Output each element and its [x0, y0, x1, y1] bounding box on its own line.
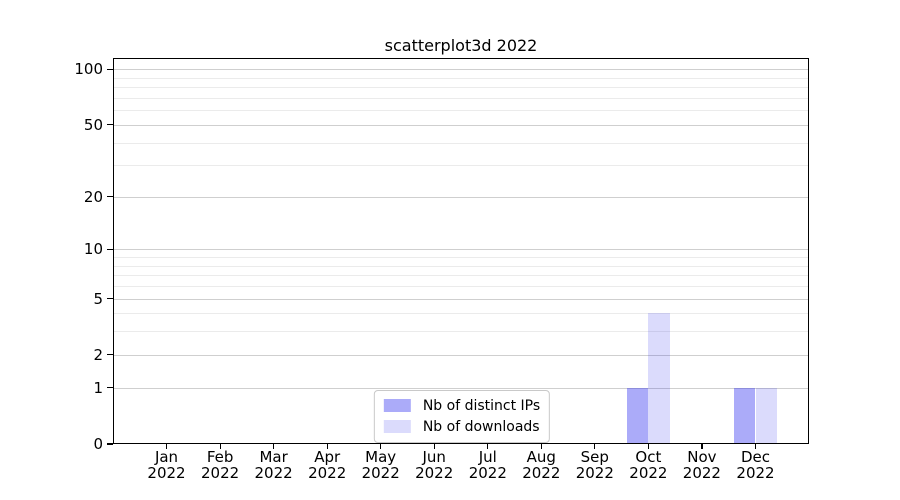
y-tick-label-50: 50 [83, 115, 103, 134]
x-tick-month: Jan [154, 448, 179, 466]
legend-swatch-distinct-ips-icon [383, 399, 411, 412]
x-tick-year: 2022 [415, 464, 454, 482]
legend: Nb of distinct IPs Nb of downloads [373, 390, 551, 443]
x-tick-label-feb: Feb 2022 [188, 449, 252, 481]
gridline-major-20 [113, 196, 809, 198]
legend-label-downloads: Nb of downloads [422, 418, 540, 435]
x-tick-label-aug: Aug 2022 [509, 449, 573, 481]
x-tick-month: Mar [259, 448, 288, 466]
legend-swatch-downloads-icon [383, 420, 411, 433]
gridline-minor-80 [113, 87, 809, 89]
x-tick-mark-aug [540, 444, 542, 449]
y-tick-label-5: 5 [93, 289, 103, 308]
gridline-major-1 [113, 387, 809, 389]
x-tick-month: May [365, 448, 397, 466]
gridline-minor-9 [113, 257, 809, 258]
x-tick-mark-oct [647, 444, 650, 449]
y-tick-mark-1 [107, 387, 113, 389]
x-tick-year: 2022 [682, 464, 721, 482]
gridline-minor-60 [113, 110, 809, 112]
legend-item-downloads: Nb of downloads [383, 417, 540, 436]
y-tick-mark-10 [107, 248, 113, 250]
x-tick-year: 2022 [468, 464, 507, 482]
y-tick-label-100: 100 [74, 60, 103, 79]
x-tick-year: 2022 [147, 464, 186, 482]
x-tick-label-nov: Nov 2022 [670, 449, 734, 481]
y-tick-label-2: 2 [93, 345, 103, 364]
gridline-minor-3 [113, 331, 809, 333]
x-tick-year: 2022 [308, 464, 347, 482]
gridline-minor-7 [113, 275, 809, 277]
y-tick-mark-50 [107, 124, 113, 126]
x-tick-year: 2022 [736, 464, 775, 482]
x-tick-month: Aug [526, 448, 556, 466]
x-tick-month: Apr [314, 448, 341, 466]
gridline-minor-6 [113, 286, 809, 287]
x-tick-label-oct: Oct 2022 [616, 449, 680, 481]
x-tick-year: 2022 [361, 464, 400, 482]
legend-item-distinct-ips: Nb of distinct IPs [383, 396, 541, 415]
x-tick-mark-sep [594, 444, 596, 449]
gridline-minor-40 [113, 142, 809, 144]
x-tick-mark-jan [165, 444, 168, 449]
x-tick-month: Dec [740, 448, 771, 466]
y-tick-mark-20 [107, 196, 113, 198]
y-tick-mark-100 [107, 68, 113, 70]
gridline-minor-4 [113, 313, 809, 315]
x-tick-year: 2022 [522, 464, 561, 482]
gridline-minor-70 [113, 97, 809, 99]
gridline-major-100 [113, 69, 809, 71]
axes-frame [113, 58, 809, 444]
gridline-minor-30 [113, 165, 809, 167]
x-tick-mark-feb [219, 444, 221, 449]
x-tick-label-apr: Apr 2022 [295, 449, 359, 481]
gridline-major-10 [113, 249, 809, 251]
x-tick-mark-jul [487, 444, 489, 449]
x-tick-month: Jul [478, 448, 497, 466]
bar-nb-of-downloads-dec [755, 387, 777, 444]
x-tick-month: Sep [580, 448, 609, 466]
bar-nb-of-distinct-ips-oct [627, 387, 649, 444]
x-tick-year: 2022 [629, 464, 668, 482]
y-tick-mark-2 [107, 354, 113, 356]
x-tick-mark-apr [326, 444, 328, 449]
x-tick-year: 2022 [201, 464, 240, 482]
x-tick-label-jul: Jul 2022 [456, 449, 520, 481]
x-tick-month: Feb [206, 448, 234, 466]
x-tick-year: 2022 [254, 464, 293, 482]
gridline-major-5 [113, 298, 809, 300]
x-tick-mark-may [380, 444, 382, 449]
x-tick-month: Oct [635, 448, 662, 466]
x-tick-label-mar: Mar 2022 [242, 449, 306, 481]
gridline-major-50 [113, 124, 809, 126]
gridline-minor-8 [113, 265, 809, 267]
bar-nb-of-distinct-ips-dec [734, 387, 756, 444]
x-tick-month: Nov [687, 448, 717, 466]
gridline-minor-90 [113, 77, 809, 79]
y-tick-mark-5 [107, 297, 113, 300]
x-tick-year: 2022 [575, 464, 614, 482]
x-tick-mark-jun [433, 444, 435, 449]
y-tick-label-10: 10 [83, 240, 103, 259]
legend-label-distinct-ips: Nb of distinct IPs [422, 397, 541, 414]
plot-area [113, 58, 809, 444]
x-tick-label-sep: Sep 2022 [563, 449, 627, 481]
chart-title: scatterplot3d 2022 [384, 36, 538, 55]
x-tick-label-jun: Jun 2022 [402, 449, 466, 481]
x-tick-label-jan: Jan 2022 [135, 449, 199, 481]
x-tick-label-may: May 2022 [349, 449, 413, 481]
y-tick-label-0: 0 [93, 435, 103, 453]
x-tick-mark-nov [701, 444, 703, 449]
x-tick-label-dec: Dec 2022 [724, 449, 788, 481]
y-tick-label-1: 1 [93, 378, 103, 397]
gridline-major-2 [113, 354, 809, 356]
x-tick-month: Jun [422, 448, 446, 466]
x-tick-mark-dec [754, 444, 757, 449]
x-tick-mark-mar [273, 444, 275, 449]
y-tick-label-20: 20 [83, 187, 103, 206]
y-tick-mark-0 [107, 443, 113, 445]
bar-nb-of-downloads-oct [648, 313, 670, 444]
